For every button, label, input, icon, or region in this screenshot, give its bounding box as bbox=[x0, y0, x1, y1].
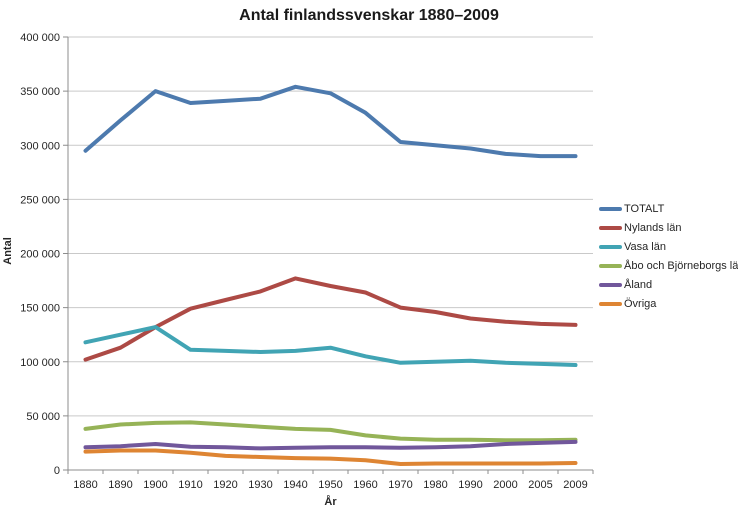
y-tick-label: 350 000 bbox=[20, 86, 60, 98]
x-tick-label: 1990 bbox=[458, 479, 482, 491]
legend-item: TOTALT bbox=[599, 199, 738, 218]
x-axis-title: År bbox=[324, 496, 337, 508]
series-line-1 bbox=[83, 276, 578, 362]
y-tick-label: 50 000 bbox=[26, 411, 60, 423]
y-tick-label: 200 000 bbox=[20, 249, 60, 261]
x-tick-label: 1910 bbox=[178, 479, 202, 491]
legend-swatch-icon bbox=[599, 263, 622, 268]
y-tick-label: 100 000 bbox=[20, 357, 60, 369]
y-tick-label: 250 000 bbox=[20, 194, 60, 206]
legend-item: Nylands län bbox=[599, 218, 738, 237]
legend-item: Åbo och Björneborgs län bbox=[599, 256, 738, 275]
y-tick-label: 150 000 bbox=[20, 303, 60, 315]
legend-label: Åbo och Björneborgs län bbox=[624, 259, 738, 272]
y-tick-label: 300 000 bbox=[20, 140, 60, 152]
legend-swatch-icon bbox=[599, 244, 622, 249]
x-tick-label: 1900 bbox=[143, 479, 167, 491]
legend-swatch-icon bbox=[599, 225, 622, 230]
legend-label: Nylands län bbox=[624, 221, 682, 234]
x-tick-label: 1920 bbox=[213, 479, 237, 491]
legend-label: Vasa län bbox=[624, 240, 666, 253]
legend-label: Övriga bbox=[624, 297, 657, 310]
x-tick-label: 2009 bbox=[563, 479, 587, 491]
series-line-4 bbox=[83, 439, 578, 451]
x-tick-label: 1960 bbox=[353, 479, 377, 491]
x-tick-label: 1940 bbox=[283, 479, 307, 491]
legend-swatch-icon bbox=[599, 301, 622, 306]
legend-label: Åland bbox=[624, 278, 653, 291]
x-tick-label: 1880 bbox=[73, 479, 97, 491]
series-line-2 bbox=[83, 325, 578, 367]
series-line-5 bbox=[83, 448, 578, 466]
legend-label: TOTALT bbox=[624, 202, 665, 215]
x-tick-label: 1890 bbox=[108, 479, 132, 491]
legend-item: Åland bbox=[599, 275, 738, 294]
y-tick-label: 0 bbox=[54, 465, 60, 477]
legend: TOTALT Nylands län Vasa län Åbo och Björneb… bbox=[599, 199, 738, 313]
legend-swatch-icon bbox=[599, 282, 622, 287]
legend-item: Övriga bbox=[599, 294, 738, 313]
x-tick-label: 1950 bbox=[318, 479, 342, 491]
x-tick-label: 1930 bbox=[248, 479, 272, 491]
legend-item: Vasa län bbox=[599, 237, 738, 256]
x-tick-label: 1980 bbox=[423, 479, 447, 491]
series-line-3 bbox=[83, 420, 578, 443]
x-tick-label: 1970 bbox=[388, 479, 412, 491]
x-tick-label: 2000 bbox=[493, 479, 517, 491]
x-tick-label: 2005 bbox=[528, 479, 552, 491]
legend-swatch-icon bbox=[599, 206, 622, 211]
chart-title: Antal finlandssvenskar 1880–2009 bbox=[239, 7, 499, 24]
series-line-0 bbox=[83, 84, 578, 159]
y-tick-label: 400 000 bbox=[20, 32, 60, 44]
